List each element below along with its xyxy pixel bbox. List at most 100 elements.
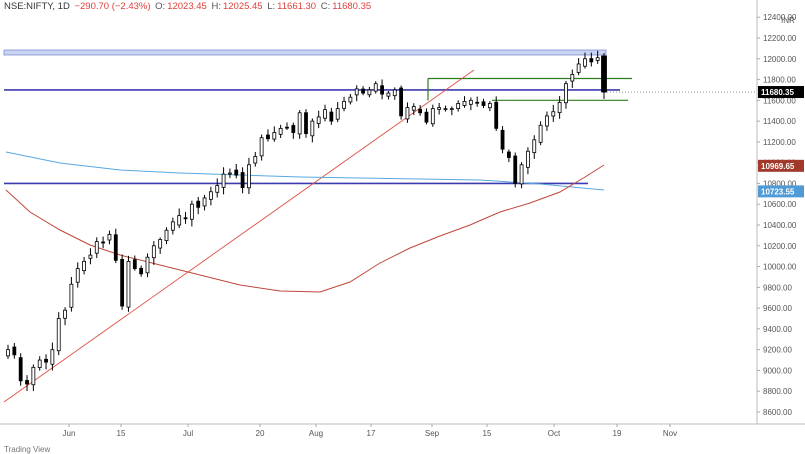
- candle: [538, 121, 543, 146]
- candle: [601, 53, 607, 99]
- candle-body: [526, 150, 530, 168]
- candle: [342, 96, 346, 112]
- candle: [75, 262, 80, 288]
- candle-body: [75, 268, 80, 283]
- candle: [361, 86, 365, 96]
- candle: [310, 118, 315, 143]
- y-tick-label: 11200.00: [763, 138, 796, 147]
- candle-body: [316, 116, 321, 124]
- candle: [589, 52, 594, 67]
- candle-body: [487, 103, 492, 109]
- x-tick-label: 15: [117, 429, 126, 438]
- candle-body: [367, 89, 372, 96]
- ma200-price-tag-text: 10723.55: [761, 187, 795, 196]
- candle: [551, 104, 556, 122]
- candle: [418, 105, 423, 116]
- candle: [56, 312, 61, 356]
- trendline: [3, 69, 475, 403]
- y-tick-label: 9600.00: [763, 304, 792, 313]
- y-tick-label: 10000.00: [763, 263, 797, 272]
- candle-body: [392, 89, 397, 97]
- candle: [424, 108, 429, 125]
- candle: [392, 87, 397, 100]
- candle-body: [576, 63, 581, 73]
- ma200-price-tag-bg: [758, 185, 804, 198]
- candle-body: [386, 92, 391, 97]
- candle-body: [25, 380, 29, 385]
- resistance-band: [3, 49, 607, 56]
- ma200-price-tag: 10723.55: [758, 185, 804, 198]
- y-tick-label: 12400.00: [763, 13, 797, 22]
- candle-body: [50, 349, 55, 365]
- candles[interactable]: [6, 50, 607, 392]
- candle: [519, 162, 524, 189]
- y-tick-label: 12200.00: [763, 34, 797, 43]
- y-tick-label: 11800.00: [763, 76, 796, 85]
- candle: [468, 97, 473, 111]
- candle-body: [259, 137, 264, 157]
- candle-body: [500, 129, 505, 150]
- candle: [145, 253, 150, 278]
- candle-body: [595, 57, 600, 61]
- candle: [557, 96, 562, 119]
- y-tick-label: 9000.00: [763, 366, 792, 375]
- candle: [430, 104, 435, 127]
- candle-body: [208, 191, 213, 200]
- x-tick-label: 17: [367, 429, 376, 438]
- candle-body: [519, 164, 524, 185]
- candle-body: [6, 349, 10, 357]
- candle: [63, 307, 67, 326]
- candle: [266, 129, 270, 142]
- candle: [595, 50, 600, 64]
- candle-body: [323, 109, 327, 119]
- candle-body: [278, 127, 283, 135]
- candle-body: [310, 120, 315, 137]
- candle: [88, 248, 93, 265]
- price-axis[interactable]: 12400.00 12200.00 12000.00 11800.00 11600.00…: [756, 0, 797, 424]
- candle-body: [564, 83, 568, 104]
- candle: [399, 85, 404, 120]
- candle-body: [506, 151, 511, 158]
- candle-body: [215, 185, 220, 193]
- candle: [380, 79, 384, 100]
- candle: [564, 80, 568, 109]
- candle-body: [101, 241, 106, 244]
- currency-label: INR: [781, 16, 795, 25]
- candle-body: [475, 101, 480, 104]
- candle-body: [170, 221, 175, 231]
- last-price-tag: 11680.35: [758, 86, 804, 99]
- candle: [37, 356, 42, 371]
- candle: [25, 375, 29, 392]
- candle: [189, 200, 194, 227]
- candle: [82, 256, 86, 275]
- candle-body: [94, 241, 99, 254]
- candle-body: [113, 234, 118, 261]
- candle-body: [354, 88, 359, 96]
- candle: [373, 81, 378, 94]
- high-label: H:: [211, 1, 221, 12]
- y-tick-label: 10800.00: [763, 179, 797, 188]
- candle: [545, 111, 549, 131]
- x-tick-label: 15: [483, 429, 492, 438]
- candle: [278, 124, 283, 138]
- last-price-tag-text: 11680.35: [761, 88, 794, 97]
- candle: [132, 255, 137, 271]
- candle: [215, 178, 220, 198]
- candle: [532, 135, 537, 159]
- candle: [101, 236, 106, 249]
- candle-body: [196, 200, 201, 208]
- candle-body: [399, 87, 404, 117]
- candle-body: [132, 259, 137, 270]
- candle-body: [177, 215, 182, 226]
- symbol-label[interactable]: NSE:NIFTY, 1D: [4, 1, 70, 12]
- candle-body: [126, 260, 131, 308]
- close-value: 11680.35: [332, 1, 372, 12]
- candle-body: [221, 173, 226, 188]
- high-value: 12025.45: [222, 1, 263, 12]
- candle-body: [82, 260, 86, 272]
- time-axis[interactable]: Jun 15 Jul 20 Aug 17 Sep 15 Oct 19 Nov: [0, 423, 805, 438]
- candle-body: [348, 96, 353, 103]
- candle: [177, 208, 182, 229]
- candle: [272, 126, 277, 142]
